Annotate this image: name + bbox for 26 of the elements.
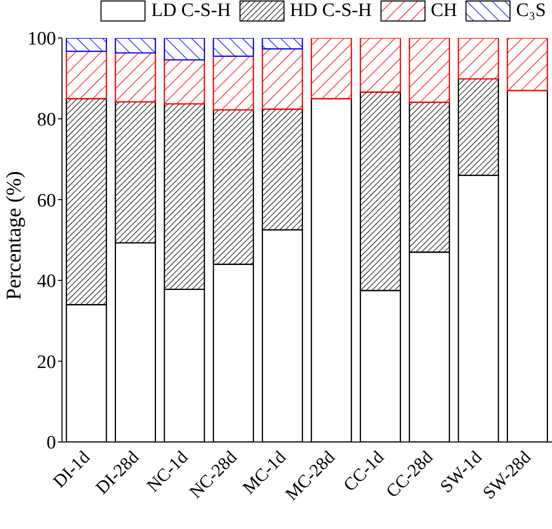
y-tick-label: 20: [37, 352, 56, 373]
y-axis-title: Percentage (%): [1, 171, 26, 300]
bar: [262, 38, 304, 50]
legend-label: HD C-S-H: [290, 0, 372, 22]
bar: [262, 48, 304, 110]
bar: [458, 38, 500, 80]
bar: [360, 38, 402, 93]
y-tick-label: 60: [37, 190, 56, 212]
bar: [164, 38, 206, 60]
bar: [310, 38, 352, 100]
bar: [408, 38, 450, 103]
legend-label: LD C-S-H: [151, 0, 231, 22]
y-tick-label: 40: [37, 271, 56, 292]
bar: [164, 59, 206, 104]
y-tick-label: 0: [46, 432, 56, 454]
legend-label: CH: [430, 0, 458, 22]
y-tick-label: 80: [37, 110, 56, 131]
bar: [66, 50, 108, 100]
bar: [212, 38, 254, 57]
bar: [506, 38, 548, 92]
bar: [114, 38, 156, 54]
bar: [114, 52, 156, 102]
bar: [66, 38, 108, 52]
y-tick-label: 100: [28, 28, 56, 50]
bar: [212, 56, 254, 111]
legend-label: C₃S: [516, 0, 546, 22]
